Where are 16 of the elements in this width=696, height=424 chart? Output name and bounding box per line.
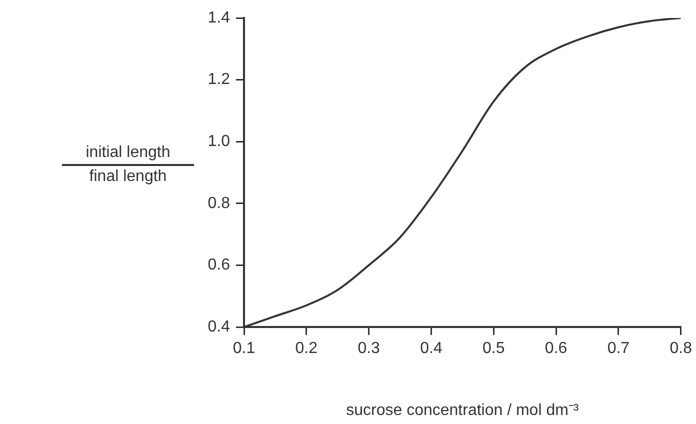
x-tick-label: 0.7 [607,340,630,358]
y-axis-title: initial length final length [84,144,172,186]
x-tick-label: 0.4 [420,340,442,358]
x-tick-label: 0.6 [544,340,568,358]
x-axis-title: sucrose concentration / mol dm⁻³ [346,402,580,419]
y-tick-label: 1.2 [208,71,230,88]
x-tick-label: 0.2 [295,340,318,358]
x-tick-label: 0.5 [482,340,505,358]
y-tick-label: 1.0 [208,133,230,150]
y-tick-label: 0.8 [208,194,230,212]
y-tick-label: 1.4 [208,9,230,26]
x-tick-label: 0.8 [670,340,692,358]
y-tick-label: 0.4 [208,318,230,336]
x-tick-label: 0.1 [232,340,256,358]
y-tick-label: 0.6 [208,256,230,274]
x-tick-label: 0.3 [358,340,380,358]
